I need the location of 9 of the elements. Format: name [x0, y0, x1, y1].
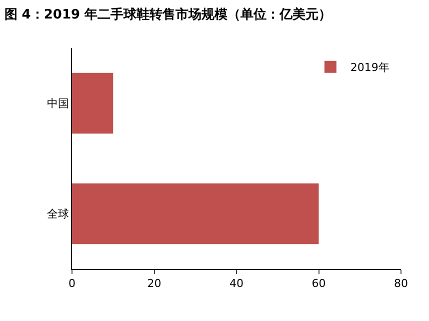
chart-title: 图 4：2019 年二手球鞋转售市场规模（单位：亿美元） [4, 6, 332, 23]
legend-label: 2019年 [350, 61, 390, 74]
x-tick-label: 0 [68, 277, 76, 290]
y-tick-label: 中国 [46, 97, 69, 110]
x-tick-label: 40 [230, 277, 244, 290]
x-tick-label: 80 [394, 277, 408, 290]
x-tick-label: 60 [312, 277, 326, 290]
y-tick-label: 全球 [46, 208, 69, 221]
x-tick-label: 20 [147, 277, 162, 290]
